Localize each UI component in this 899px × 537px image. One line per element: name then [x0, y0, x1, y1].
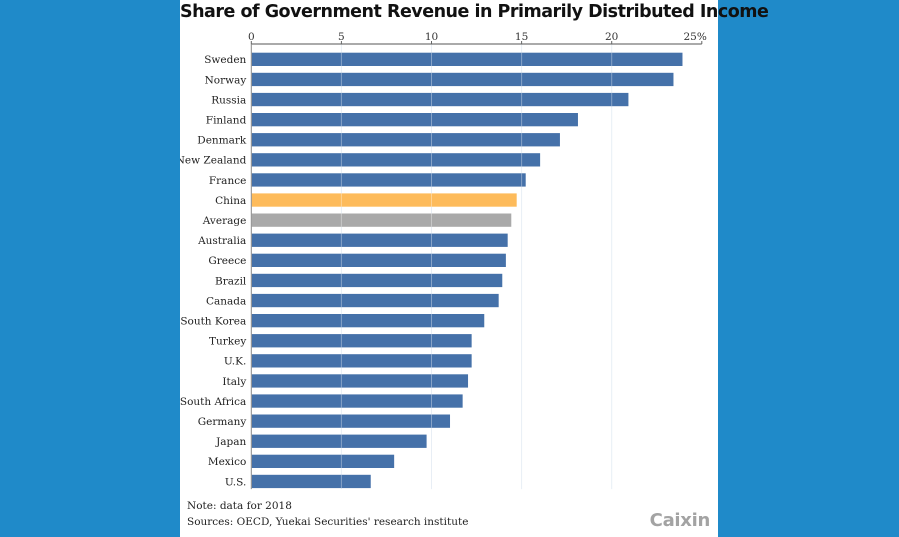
x-tick-label: 5	[338, 31, 345, 43]
bar-south-africa	[251, 394, 463, 408]
bar-brazil	[251, 273, 503, 288]
category-label: Mexico	[208, 456, 246, 468]
bar-greece	[251, 253, 506, 267]
category-label: Sweden	[204, 54, 246, 66]
category-label: Greece	[208, 255, 246, 267]
bar-japan	[251, 434, 427, 448]
x-tick-label: 20	[605, 31, 618, 43]
bar-u-k	[251, 354, 472, 368]
bar-new-zealand	[251, 153, 541, 167]
category-label: Russia	[211, 94, 246, 106]
bar-china	[251, 193, 517, 207]
category-label: New Zealand	[180, 155, 247, 167]
bar-denmark	[251, 133, 560, 147]
category-label: Japan	[215, 436, 246, 448]
category-label: Australia	[197, 235, 246, 247]
category-label: Italy	[222, 376, 246, 388]
caixin-logo: Caixin	[649, 510, 711, 531]
chart-panel: Share of Government Revenue in Primarily…	[180, 0, 769, 537]
category-labels: Sweden Norway Russia Finland Denmark New Zeal…	[180, 54, 247, 488]
category-label: South Korea	[180, 315, 246, 327]
category-label: U.K.	[224, 356, 246, 368]
bar-finland	[251, 113, 578, 127]
bar-australia	[251, 233, 508, 247]
category-label: Finland	[206, 114, 247, 126]
bar-norway	[251, 72, 674, 87]
bar-u-s	[251, 474, 371, 489]
note-text: Note: data for 2018	[187, 500, 292, 512]
bar-average	[251, 213, 512, 227]
category-label: South Africa	[180, 396, 246, 408]
bar-south-korea	[251, 314, 485, 328]
category-label: Turkey	[209, 336, 246, 348]
category-label: Canada	[206, 295, 246, 307]
category-label: Germany	[198, 416, 247, 428]
category-label: Brazil	[215, 275, 247, 287]
bar-canada	[251, 293, 499, 308]
category-label: U.S.	[225, 476, 246, 488]
x-tick-label: 25%	[683, 31, 706, 43]
x-tick-label: 15	[515, 31, 528, 43]
x-axis: 0 5 10 15 20 25%	[248, 31, 707, 490]
bar-chart: 0 5 10 15 20 25% Sweden Norway Russia Finland Den…	[180, 31, 707, 490]
chart-title: Share of Government Revenue in Primarily…	[180, 2, 769, 22]
sources-text: Sources: OECD, Yuekai Securities' resear…	[187, 516, 469, 528]
bar-mexico	[251, 454, 395, 468]
bar-turkey	[251, 334, 472, 348]
bar-italy	[251, 374, 469, 388]
bar-germany	[251, 414, 451, 428]
category-label: Average	[202, 215, 247, 227]
bar-france	[251, 173, 526, 187]
x-tick-label: 0	[248, 31, 255, 43]
category-label: China	[215, 195, 246, 207]
bar-russia	[251, 92, 629, 107]
category-label: France	[209, 175, 246, 187]
x-tick-label: 10	[425, 31, 438, 43]
bar-sweden	[251, 52, 683, 66]
bars	[251, 52, 683, 489]
category-label: Norway	[205, 74, 247, 86]
gridlines-overlay	[340, 52, 613, 489]
category-label: Denmark	[197, 135, 247, 147]
